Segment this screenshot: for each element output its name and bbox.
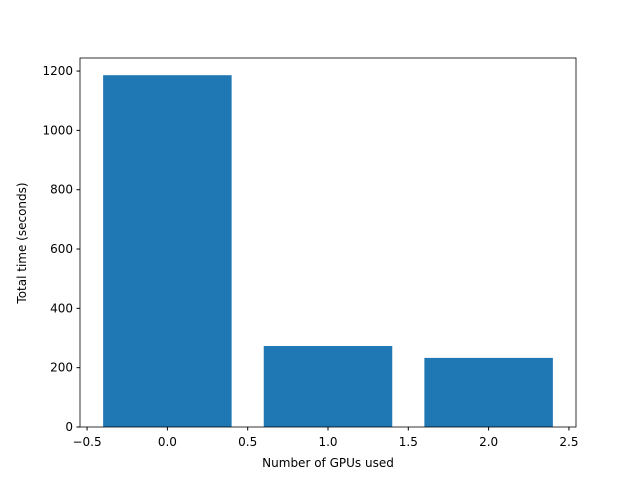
bar bbox=[263, 346, 393, 427]
y-tick-label: 400 bbox=[50, 301, 73, 315]
y-tick-label: 0 bbox=[65, 420, 73, 434]
x-tick-label: −0.5 bbox=[72, 435, 101, 449]
y-tick-label: 600 bbox=[50, 242, 73, 256]
y-tick-label: 1200 bbox=[42, 64, 73, 78]
x-tick-label: 1.0 bbox=[318, 435, 337, 449]
x-tick-label: 0.5 bbox=[238, 435, 257, 449]
x-axis-label: Number of GPUs used bbox=[262, 456, 394, 470]
x-tick-label: 0.0 bbox=[158, 435, 177, 449]
x-tick-label: 2.0 bbox=[479, 435, 498, 449]
x-tick-label: 2.5 bbox=[559, 435, 578, 449]
y-tick-label: 200 bbox=[50, 361, 73, 375]
plot-frame bbox=[79, 57, 577, 428]
bar bbox=[424, 357, 553, 427]
x-tick-label: 1.5 bbox=[399, 435, 418, 449]
y-tick-label: 1000 bbox=[42, 123, 73, 137]
y-tick-label: 800 bbox=[50, 183, 73, 197]
y-axis-label: Total time (seconds) bbox=[15, 182, 29, 304]
bar bbox=[103, 75, 232, 428]
